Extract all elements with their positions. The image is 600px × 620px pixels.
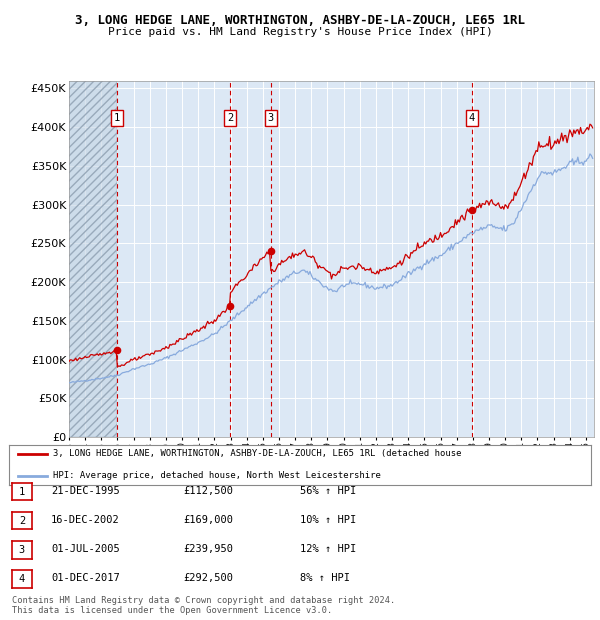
- Text: 3, LONG HEDGE LANE, WORTHINGTON, ASHBY-DE-LA-ZOUCH, LE65 1RL: 3, LONG HEDGE LANE, WORTHINGTON, ASHBY-D…: [75, 14, 525, 27]
- Text: 4: 4: [469, 113, 475, 123]
- Text: 10% ↑ HPI: 10% ↑ HPI: [300, 515, 356, 525]
- Text: 3: 3: [19, 545, 25, 555]
- Text: £292,500: £292,500: [183, 574, 233, 583]
- Text: Price paid vs. HM Land Registry's House Price Index (HPI): Price paid vs. HM Land Registry's House …: [107, 27, 493, 37]
- Text: 56% ↑ HPI: 56% ↑ HPI: [300, 486, 356, 496]
- Bar: [69, 81, 117, 437]
- Text: 16-DEC-2002: 16-DEC-2002: [51, 515, 120, 525]
- Text: 2: 2: [227, 113, 233, 123]
- Bar: [69, 81, 117, 437]
- Text: HPI: Average price, detached house, North West Leicestershire: HPI: Average price, detached house, Nort…: [53, 471, 380, 480]
- Text: £112,500: £112,500: [183, 486, 233, 496]
- Text: 1: 1: [19, 487, 25, 497]
- Text: £239,950: £239,950: [183, 544, 233, 554]
- Text: 12% ↑ HPI: 12% ↑ HPI: [300, 544, 356, 554]
- Text: Contains HM Land Registry data © Crown copyright and database right 2024.
This d: Contains HM Land Registry data © Crown c…: [12, 596, 395, 615]
- Text: 8% ↑ HPI: 8% ↑ HPI: [300, 574, 350, 583]
- Text: 01-DEC-2017: 01-DEC-2017: [51, 574, 120, 583]
- Text: 3, LONG HEDGE LANE, WORTHINGTON, ASHBY-DE-LA-ZOUCH, LE65 1RL (detached house: 3, LONG HEDGE LANE, WORTHINGTON, ASHBY-D…: [53, 450, 461, 458]
- Text: £169,000: £169,000: [183, 515, 233, 525]
- Text: 2: 2: [19, 516, 25, 526]
- Text: 1: 1: [114, 113, 120, 123]
- Text: 3: 3: [268, 113, 274, 123]
- Text: 4: 4: [19, 574, 25, 584]
- Text: 01-JUL-2005: 01-JUL-2005: [51, 544, 120, 554]
- Text: 21-DEC-1995: 21-DEC-1995: [51, 486, 120, 496]
